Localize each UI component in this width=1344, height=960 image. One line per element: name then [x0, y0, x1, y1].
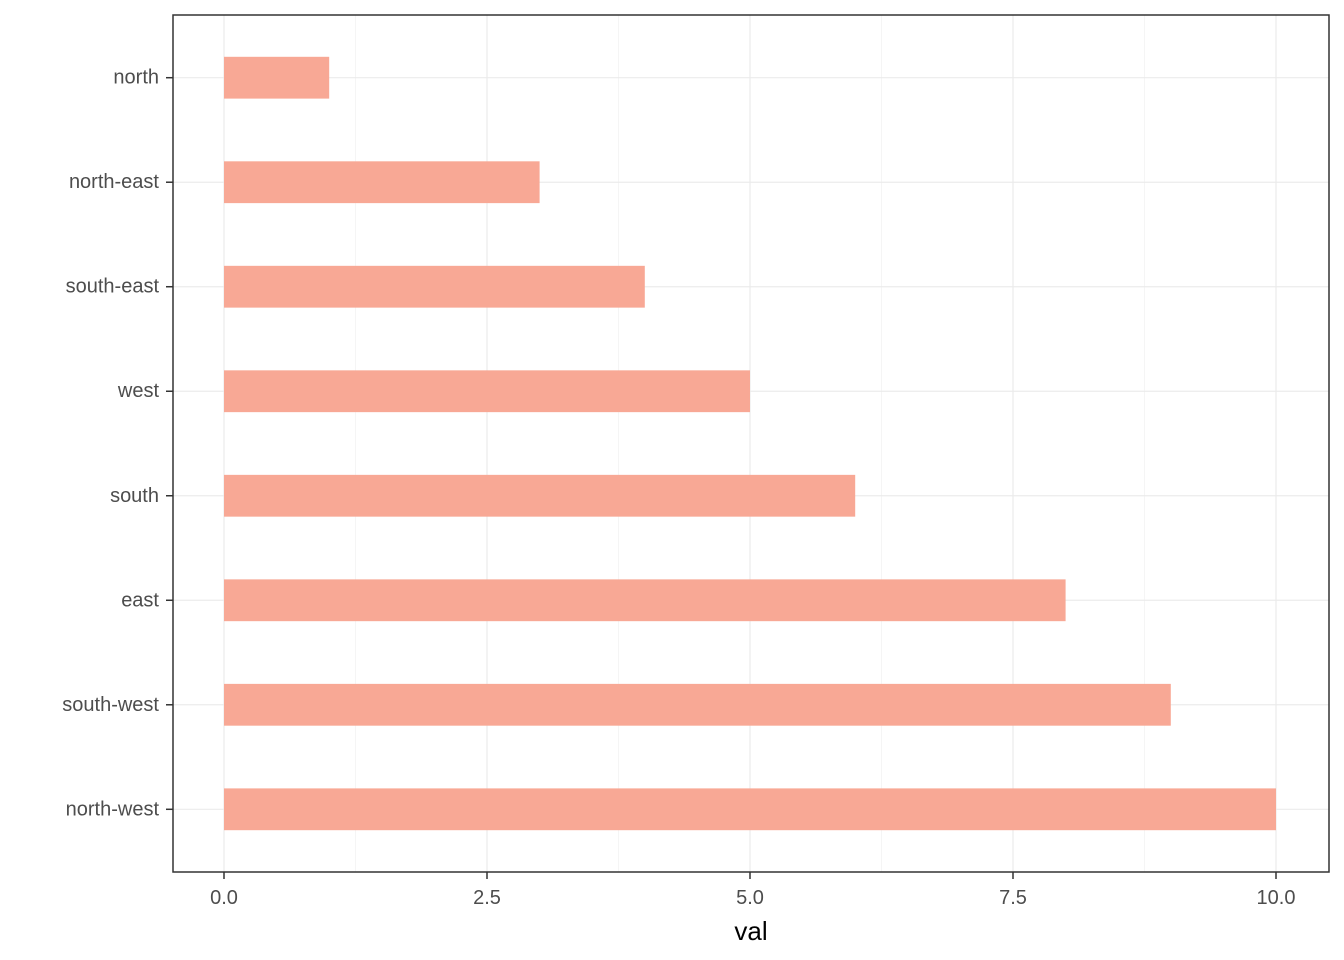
- x-tick-label: 7.5: [999, 887, 1027, 909]
- y-axis: north north-east south-east west south east so…: [62, 67, 173, 820]
- x-tick-label: 5.0: [736, 887, 764, 909]
- y-tick-label: north-west: [66, 798, 160, 820]
- y-tick-label: south-west: [62, 694, 159, 716]
- bars: [224, 56, 1276, 831]
- x-axis-title: val: [734, 916, 767, 946]
- bar-south: [224, 474, 856, 517]
- major-gridlines: [173, 15, 1329, 872]
- panel-border: [172, 14, 1330, 873]
- y-tick-label: south-east: [66, 276, 160, 298]
- minor-gridlines: [355, 15, 1145, 872]
- bar-north-west: [224, 788, 1276, 831]
- y-tick-label: east: [121, 589, 159, 611]
- bar-north-east: [224, 161, 540, 204]
- y-tick-label: north-east: [69, 171, 159, 193]
- y-tick-label: west: [117, 380, 160, 402]
- bar-south-west: [224, 683, 1171, 726]
- bar-south-east: [224, 265, 645, 308]
- bar-north: [224, 56, 330, 99]
- bar-east: [224, 579, 1066, 622]
- y-tick-label: south: [110, 485, 159, 507]
- x-tick-label: 0.0: [210, 887, 238, 909]
- bar-west: [224, 370, 750, 413]
- x-tick-label: 10.0: [1257, 887, 1296, 909]
- y-tick-label: north: [113, 67, 159, 89]
- x-axis: 0.0 2.5 5.0 7.5 10.0: [210, 872, 1295, 909]
- x-tick-label: 2.5: [473, 887, 501, 909]
